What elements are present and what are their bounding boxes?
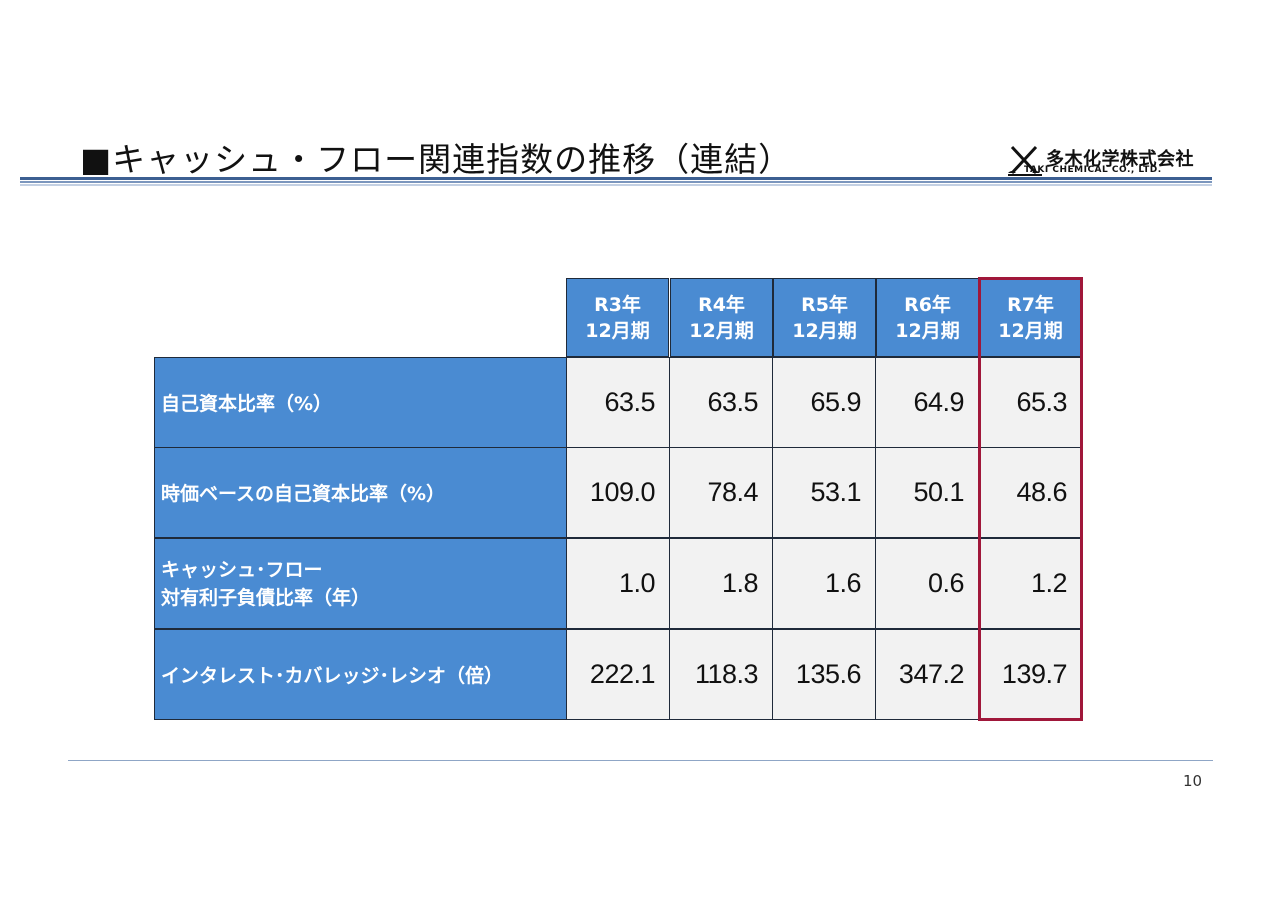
table-cell: 118.3: [669, 629, 773, 720]
page-number: 10: [1183, 772, 1203, 790]
title-rule: [20, 177, 1212, 187]
row-label: インタレスト･カバレッジ･レシオ（倍）: [154, 629, 567, 720]
table-cell: 65.3: [978, 357, 1082, 448]
table-cell: 1.0: [566, 538, 670, 629]
company-name-ja: 多木化学株式会社: [1046, 149, 1194, 170]
table-cell: 64.9: [875, 357, 979, 448]
table-cell: 53.1: [772, 447, 876, 538]
column-header-r7: R7年 12月期: [979, 278, 1082, 357]
column-year: R3年: [594, 294, 641, 316]
table-cell: 222.1: [566, 629, 670, 720]
table-cell: 109.0: [566, 447, 670, 538]
column-year: R5年: [801, 294, 848, 316]
table-cell: 347.2: [875, 629, 979, 720]
crossed-tools-logo-icon: [1008, 145, 1042, 176]
column-period: 12月期: [792, 320, 857, 342]
column-header-r6: R6年 12月期: [876, 278, 979, 357]
table-cell: 48.6: [978, 447, 1082, 538]
slide-title: ■キャッシュ・フロー関連指数の推移（連結）: [80, 140, 793, 179]
row-label: 時価ベースの自己資本比率（%）: [154, 447, 567, 538]
column-header-r5: R5年 12月期: [773, 278, 876, 357]
company-logo: 多木化学株式会社 TAKI CHEMICAL CO., LTD.: [1008, 141, 1218, 181]
table-cell: 65.9: [772, 357, 876, 448]
column-period: 12月期: [585, 320, 650, 342]
column-period: 12月期: [689, 320, 754, 342]
column-period: 12月期: [998, 320, 1063, 342]
table-cell: 139.7: [978, 629, 1082, 720]
table-cell: 1.8: [669, 538, 773, 629]
table-cell: 1.6: [772, 538, 876, 629]
table-cell: 63.5: [566, 357, 670, 448]
table-cell: 0.6: [875, 538, 979, 629]
company-name-en: TAKI CHEMICAL CO., LTD.: [1024, 165, 1162, 175]
row-label: 自己資本比率（%）: [154, 357, 567, 448]
table-cell: 63.5: [669, 357, 773, 448]
column-year: R6年: [904, 294, 951, 316]
row-label-line: 対有利子負債比率（年）: [161, 586, 371, 609]
column-header-r3: R3年 12月期: [566, 278, 669, 357]
column-header-r4: R4年 12月期: [670, 278, 773, 357]
row-label: キャッシュ･フロー 対有利子負債比率（年）: [154, 538, 567, 629]
column-year: R7年: [1007, 294, 1054, 316]
table-cell: 78.4: [669, 447, 773, 538]
row-label-line: キャッシュ･フロー: [161, 558, 323, 581]
bottom-rule: [68, 760, 1213, 761]
table-cell: 50.1: [875, 447, 979, 538]
table-cell: 135.6: [772, 629, 876, 720]
column-period: 12月期: [895, 320, 960, 342]
table-cell: 1.2: [978, 538, 1082, 629]
column-year: R4年: [698, 294, 745, 316]
